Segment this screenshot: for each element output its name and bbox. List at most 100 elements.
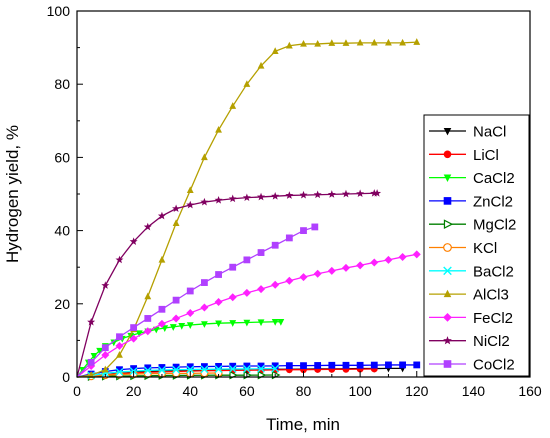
- data-point-bacl2: [172, 365, 180, 374]
- data-point-alcl3: [285, 41, 293, 49]
- data-point-fecl2: [271, 280, 280, 289]
- data-point-zncl2: [215, 362, 222, 370]
- legend: NaCl LiCl CaCl2 ZnCl2 MgCl2 KCl BaCl2 AlCl3 FeCl…: [423, 114, 530, 377]
- data-point-cacl2: [135, 330, 143, 338]
- legend-swatch-marker: [443, 289, 452, 298]
- x-tick-label: 0: [73, 383, 81, 399]
- data-point-cacl2: [169, 324, 177, 331]
- data-point-alcl3: [172, 219, 180, 226]
- x-tick-label: 20: [126, 383, 142, 399]
- legend-swatch-marker: [443, 197, 452, 205]
- data-point-cocl2: [130, 324, 138, 331]
- legend-label: NiCl2: [473, 333, 510, 350]
- data-point-fecl2: [129, 334, 138, 343]
- data-point-fecl2: [143, 327, 152, 336]
- data-point-nicl2: [214, 196, 223, 204]
- data-point-zncl2: [201, 363, 208, 370]
- data-point-cocl2: [229, 263, 237, 271]
- data-point-alcl3: [385, 38, 392, 46]
- data-point-fecl2: [356, 261, 365, 270]
- data-point-alcl3: [356, 38, 364, 46]
- legend-item-cacl2: CaCl2: [429, 170, 515, 187]
- data-point-zncl2: [413, 361, 421, 369]
- legend-item-nicl2: NiCl2: [429, 333, 510, 350]
- data-point-alcl3: [314, 39, 322, 47]
- data-point-zncl2: [356, 361, 364, 369]
- data-point-cocl2: [144, 315, 152, 322]
- data-point-fecl2: [299, 273, 308, 282]
- data-point-zncl2: [328, 361, 336, 369]
- legend-label: BaCl2: [473, 263, 514, 280]
- data-point-cocl2: [311, 223, 319, 231]
- data-point-cacl2: [277, 319, 285, 326]
- legend-item-bacl2: BaCl2: [429, 263, 514, 280]
- data-point-kcl: [172, 369, 181, 378]
- data-point-cacl2: [201, 321, 208, 328]
- data-point-cacl2: [215, 320, 222, 328]
- data-point-cacl2: [178, 323, 186, 330]
- series-fecl2: [76, 250, 421, 378]
- data-point-cocl2: [257, 249, 265, 256]
- data-point-bacl2: [242, 365, 251, 373]
- legend-label: FeCl2: [473, 310, 513, 327]
- data-point-alcl3: [342, 39, 350, 46]
- data-point-fecl2: [101, 351, 110, 360]
- legend-item-licl: LiCl: [429, 147, 499, 164]
- data-point-alcl3: [201, 153, 208, 161]
- data-point-nicl2: [101, 281, 110, 289]
- data-point-zncl2: [271, 362, 279, 370]
- y-tick-label: 40: [54, 223, 70, 239]
- legend-item-mgcl2: MgCl2: [429, 217, 516, 234]
- data-point-cocl2: [172, 296, 180, 304]
- data-point-nicl2: [172, 204, 181, 213]
- data-point-cocl2: [87, 358, 95, 366]
- data-point-nicl2: [327, 190, 336, 198]
- data-point-cacl2: [110, 339, 118, 347]
- data-point-cocl2: [186, 287, 194, 295]
- data-point-alcl3: [399, 38, 406, 46]
- data-point-cocl2: [300, 227, 307, 234]
- legend-item-fecl2: FeCl2: [429, 310, 513, 327]
- data-point-nicl2: [242, 193, 251, 202]
- data-point-nicl2: [129, 237, 138, 245]
- data-point-alcl3: [328, 39, 336, 46]
- data-point-zncl2: [229, 362, 237, 370]
- y-tick-label: 60: [54, 149, 70, 165]
- data-point-nicl2: [356, 189, 365, 198]
- data-point-alcl3: [271, 47, 279, 54]
- data-point-cacl2: [186, 322, 194, 330]
- data-point-zncl2: [399, 361, 406, 369]
- data-point-zncl2: [314, 362, 322, 369]
- legend-item-zncl2: ZnCl2: [429, 193, 513, 210]
- y-tick-label: 0: [62, 369, 70, 385]
- series-line-cocl2: [76, 226, 316, 378]
- data-point-zncl2: [285, 362, 293, 370]
- data-point-nicl2: [87, 317, 96, 326]
- data-point-cacl2: [257, 319, 265, 327]
- data-point-fecl2: [384, 255, 393, 264]
- legend-item-nacl: NaCl: [429, 124, 506, 141]
- legend-label: CoCl2: [473, 357, 515, 374]
- legend-label: ZnCl2: [473, 193, 513, 210]
- data-point-nicl2: [115, 255, 124, 264]
- data-point-fecl2: [398, 252, 407, 261]
- data-point-cocl2: [215, 271, 222, 278]
- data-point-alcl3: [144, 292, 152, 300]
- series-line-fecl2: [76, 253, 417, 378]
- legend-swatch-marker: [443, 219, 454, 229]
- data-point-nicl2: [157, 211, 166, 220]
- legend-item-kcl: KCl: [429, 240, 497, 257]
- legend-swatch-marker: [443, 313, 452, 322]
- data-point-zncl2: [172, 363, 180, 371]
- data-point-fecl2: [228, 293, 237, 302]
- data-point-zncl2: [130, 365, 138, 372]
- data-point-bacl2: [158, 366, 166, 374]
- data-point-bacl2: [228, 365, 237, 373]
- y-tick-label: 80: [54, 76, 70, 92]
- data-point-nicl2: [186, 200, 195, 209]
- data-point-fecl2: [214, 297, 223, 306]
- x-tick-label: 40: [182, 383, 198, 399]
- y-tick-label: 20: [54, 296, 70, 312]
- data-point-nicl2: [313, 190, 322, 199]
- series-bacl2: [76, 364, 280, 380]
